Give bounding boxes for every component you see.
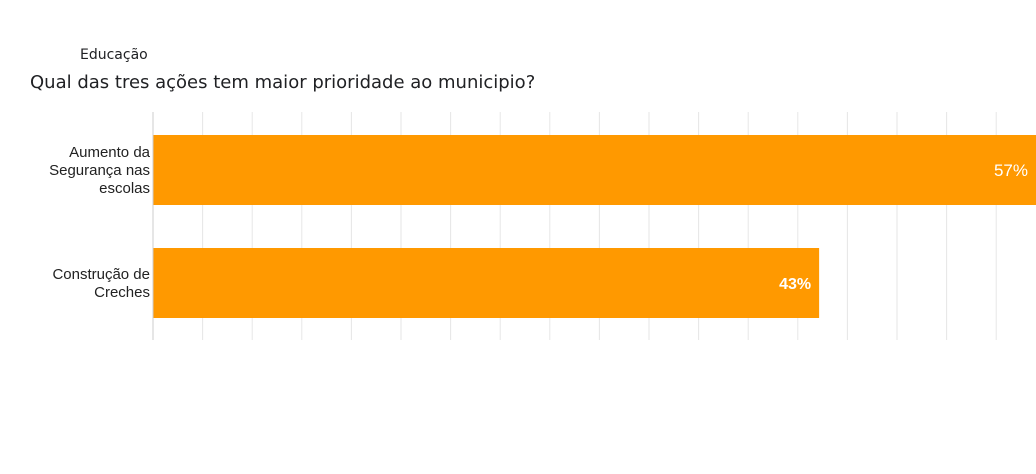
section-label: Educação: [80, 47, 148, 63]
axis: Aumento da Segurança nas escolas Construção…: [49, 112, 154, 340]
bars: 57% 43%: [153, 135, 1036, 318]
data-label-0: 57%: [994, 161, 1028, 180]
category-label-line: Construção de: [52, 266, 150, 283]
data-label-1: 43%: [779, 276, 811, 293]
category-label-line: escolas: [99, 180, 150, 197]
bar-0: [153, 135, 1036, 205]
category-label-line: Segurança nas: [49, 162, 150, 179]
bar-1: [153, 248, 820, 318]
category-label-1: Construção de Creches: [52, 266, 150, 301]
category-label-line: Aumento da: [69, 144, 151, 161]
category-label-line: Creches: [94, 284, 150, 301]
category-label-0: Aumento da Segurança nas escolas: [49, 144, 151, 197]
question-title: Qual das tres ações tem maior prioridade…: [30, 72, 536, 93]
